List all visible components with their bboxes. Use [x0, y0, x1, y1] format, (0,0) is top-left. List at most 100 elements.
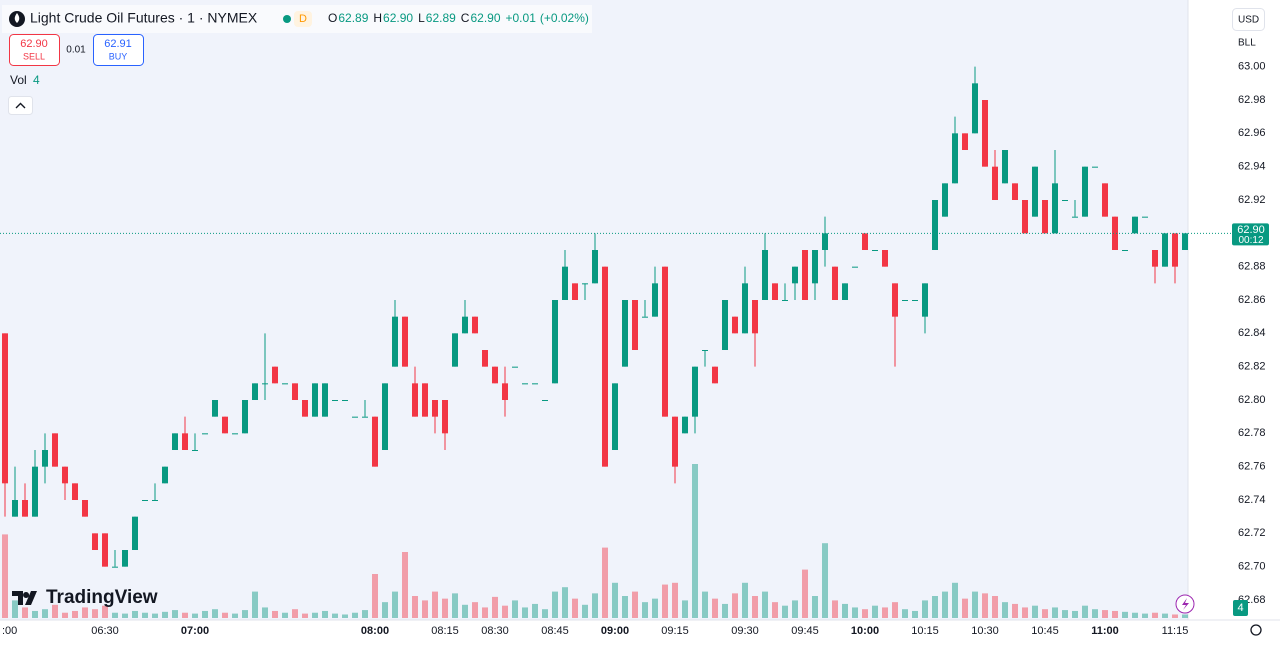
change: +0.01	[506, 11, 537, 25]
volume-bar	[812, 596, 818, 618]
x-tick-label: 06:30	[91, 625, 119, 637]
volume-bar	[1132, 612, 1138, 618]
volume-title: Vol	[10, 73, 27, 87]
candle-body	[212, 400, 218, 417]
price-tag-label: 62.90	[1237, 224, 1265, 236]
sell-button[interactable]	[9, 34, 60, 66]
candle-body	[942, 183, 948, 217]
x-tick-label: 07:00	[181, 625, 209, 637]
buy-button[interactable]	[93, 34, 144, 66]
volume-bar	[892, 602, 898, 618]
volume-bar	[412, 596, 418, 618]
volume-bar	[292, 609, 298, 618]
candle-body	[102, 533, 108, 567]
volume-bar	[622, 596, 628, 618]
volume-bar	[1062, 610, 1068, 618]
y-tick-label: 62.96	[1238, 127, 1266, 139]
candle-body	[1152, 250, 1158, 267]
collapse-button[interactable]	[8, 96, 33, 115]
volume-bar	[732, 593, 738, 618]
candle-body	[132, 516, 138, 550]
currency-select[interactable]	[1232, 8, 1265, 31]
badge-bg	[294, 11, 312, 27]
volume-bar	[232, 613, 238, 618]
volume-bar	[1002, 602, 1008, 618]
candle-body	[692, 366, 698, 417]
volume-bar	[802, 569, 808, 618]
y-tick-label: 62.80	[1238, 394, 1266, 406]
candle-body	[122, 550, 128, 567]
ohlc-value: 62.89	[338, 11, 368, 25]
volume-tag	[1233, 600, 1248, 616]
candle-body	[542, 400, 548, 401]
candle-body	[72, 483, 78, 500]
volume-bar	[302, 613, 308, 618]
volume-bar	[332, 613, 338, 618]
volume-bar	[842, 603, 848, 618]
candle-body	[1002, 150, 1008, 184]
candle-body	[632, 300, 638, 350]
volume-bar	[462, 604, 468, 618]
y-tick-label: 62.94	[1238, 161, 1266, 173]
plot-background	[0, 0, 1188, 620]
volume-bar	[12, 600, 18, 618]
candle-body	[92, 533, 98, 550]
settings-icon[interactable]	[1250, 624, 1262, 636]
candle-body	[332, 400, 338, 401]
candle-body	[172, 433, 178, 450]
candle-body	[1112, 216, 1118, 250]
candle-body	[1062, 200, 1068, 201]
x-tick-label: 11:00	[1091, 625, 1119, 637]
candle-body	[782, 300, 788, 301]
candle-body	[282, 383, 288, 385]
x-tick-label: 10:30	[971, 625, 999, 637]
status-dot	[283, 15, 291, 23]
volume-bar	[82, 607, 88, 618]
volume-bar	[722, 603, 728, 618]
volume-bar	[272, 610, 278, 618]
candle-body	[452, 333, 458, 367]
volume-tag-label: 4	[1237, 602, 1243, 614]
candle-body	[462, 316, 468, 334]
volume-bar	[1032, 605, 1038, 618]
volume-bar	[982, 593, 988, 618]
candle-body	[662, 266, 668, 417]
candle-body	[1122, 250, 1128, 251]
candle-body	[682, 416, 688, 434]
candle-body	[762, 250, 768, 300]
volume-bar	[1152, 612, 1158, 618]
candle-body	[1022, 200, 1028, 234]
candle-body	[192, 450, 198, 451]
volume-bar	[852, 607, 858, 618]
volume-bar	[962, 598, 968, 618]
candle-body	[822, 233, 828, 250]
volume-bar	[172, 610, 178, 618]
volume-bar	[112, 612, 118, 618]
candle-body	[222, 416, 228, 434]
candle-body	[932, 200, 938, 250]
candle-body	[872, 250, 878, 251]
volume-bar	[352, 612, 358, 618]
candle-body	[772, 283, 778, 300]
candle-body	[562, 266, 568, 300]
candle-body	[992, 166, 998, 200]
volume-bar	[832, 600, 838, 618]
volume-bar	[142, 612, 148, 618]
volume-bar	[192, 613, 198, 618]
y-tick-label: 62.70	[1238, 561, 1266, 573]
x-tick-label: 10:00	[851, 625, 879, 637]
x-tick-label: 09:15	[661, 625, 689, 637]
y-tick-label: 62.72	[1238, 527, 1266, 539]
candle-body	[252, 383, 258, 400]
volume-bar	[322, 610, 328, 618]
volume-bar	[1042, 609, 1048, 618]
x-tick-label: 08:30	[481, 625, 509, 637]
volume-bar	[1022, 607, 1028, 618]
volume-bar	[592, 593, 598, 618]
y-tick-label: 62.86	[1238, 294, 1266, 306]
logo-mark	[12, 591, 37, 605]
candle-body	[582, 283, 588, 285]
candle-body	[492, 366, 498, 384]
candle-body	[182, 433, 188, 450]
x-tick-label: 08:15	[431, 625, 459, 637]
